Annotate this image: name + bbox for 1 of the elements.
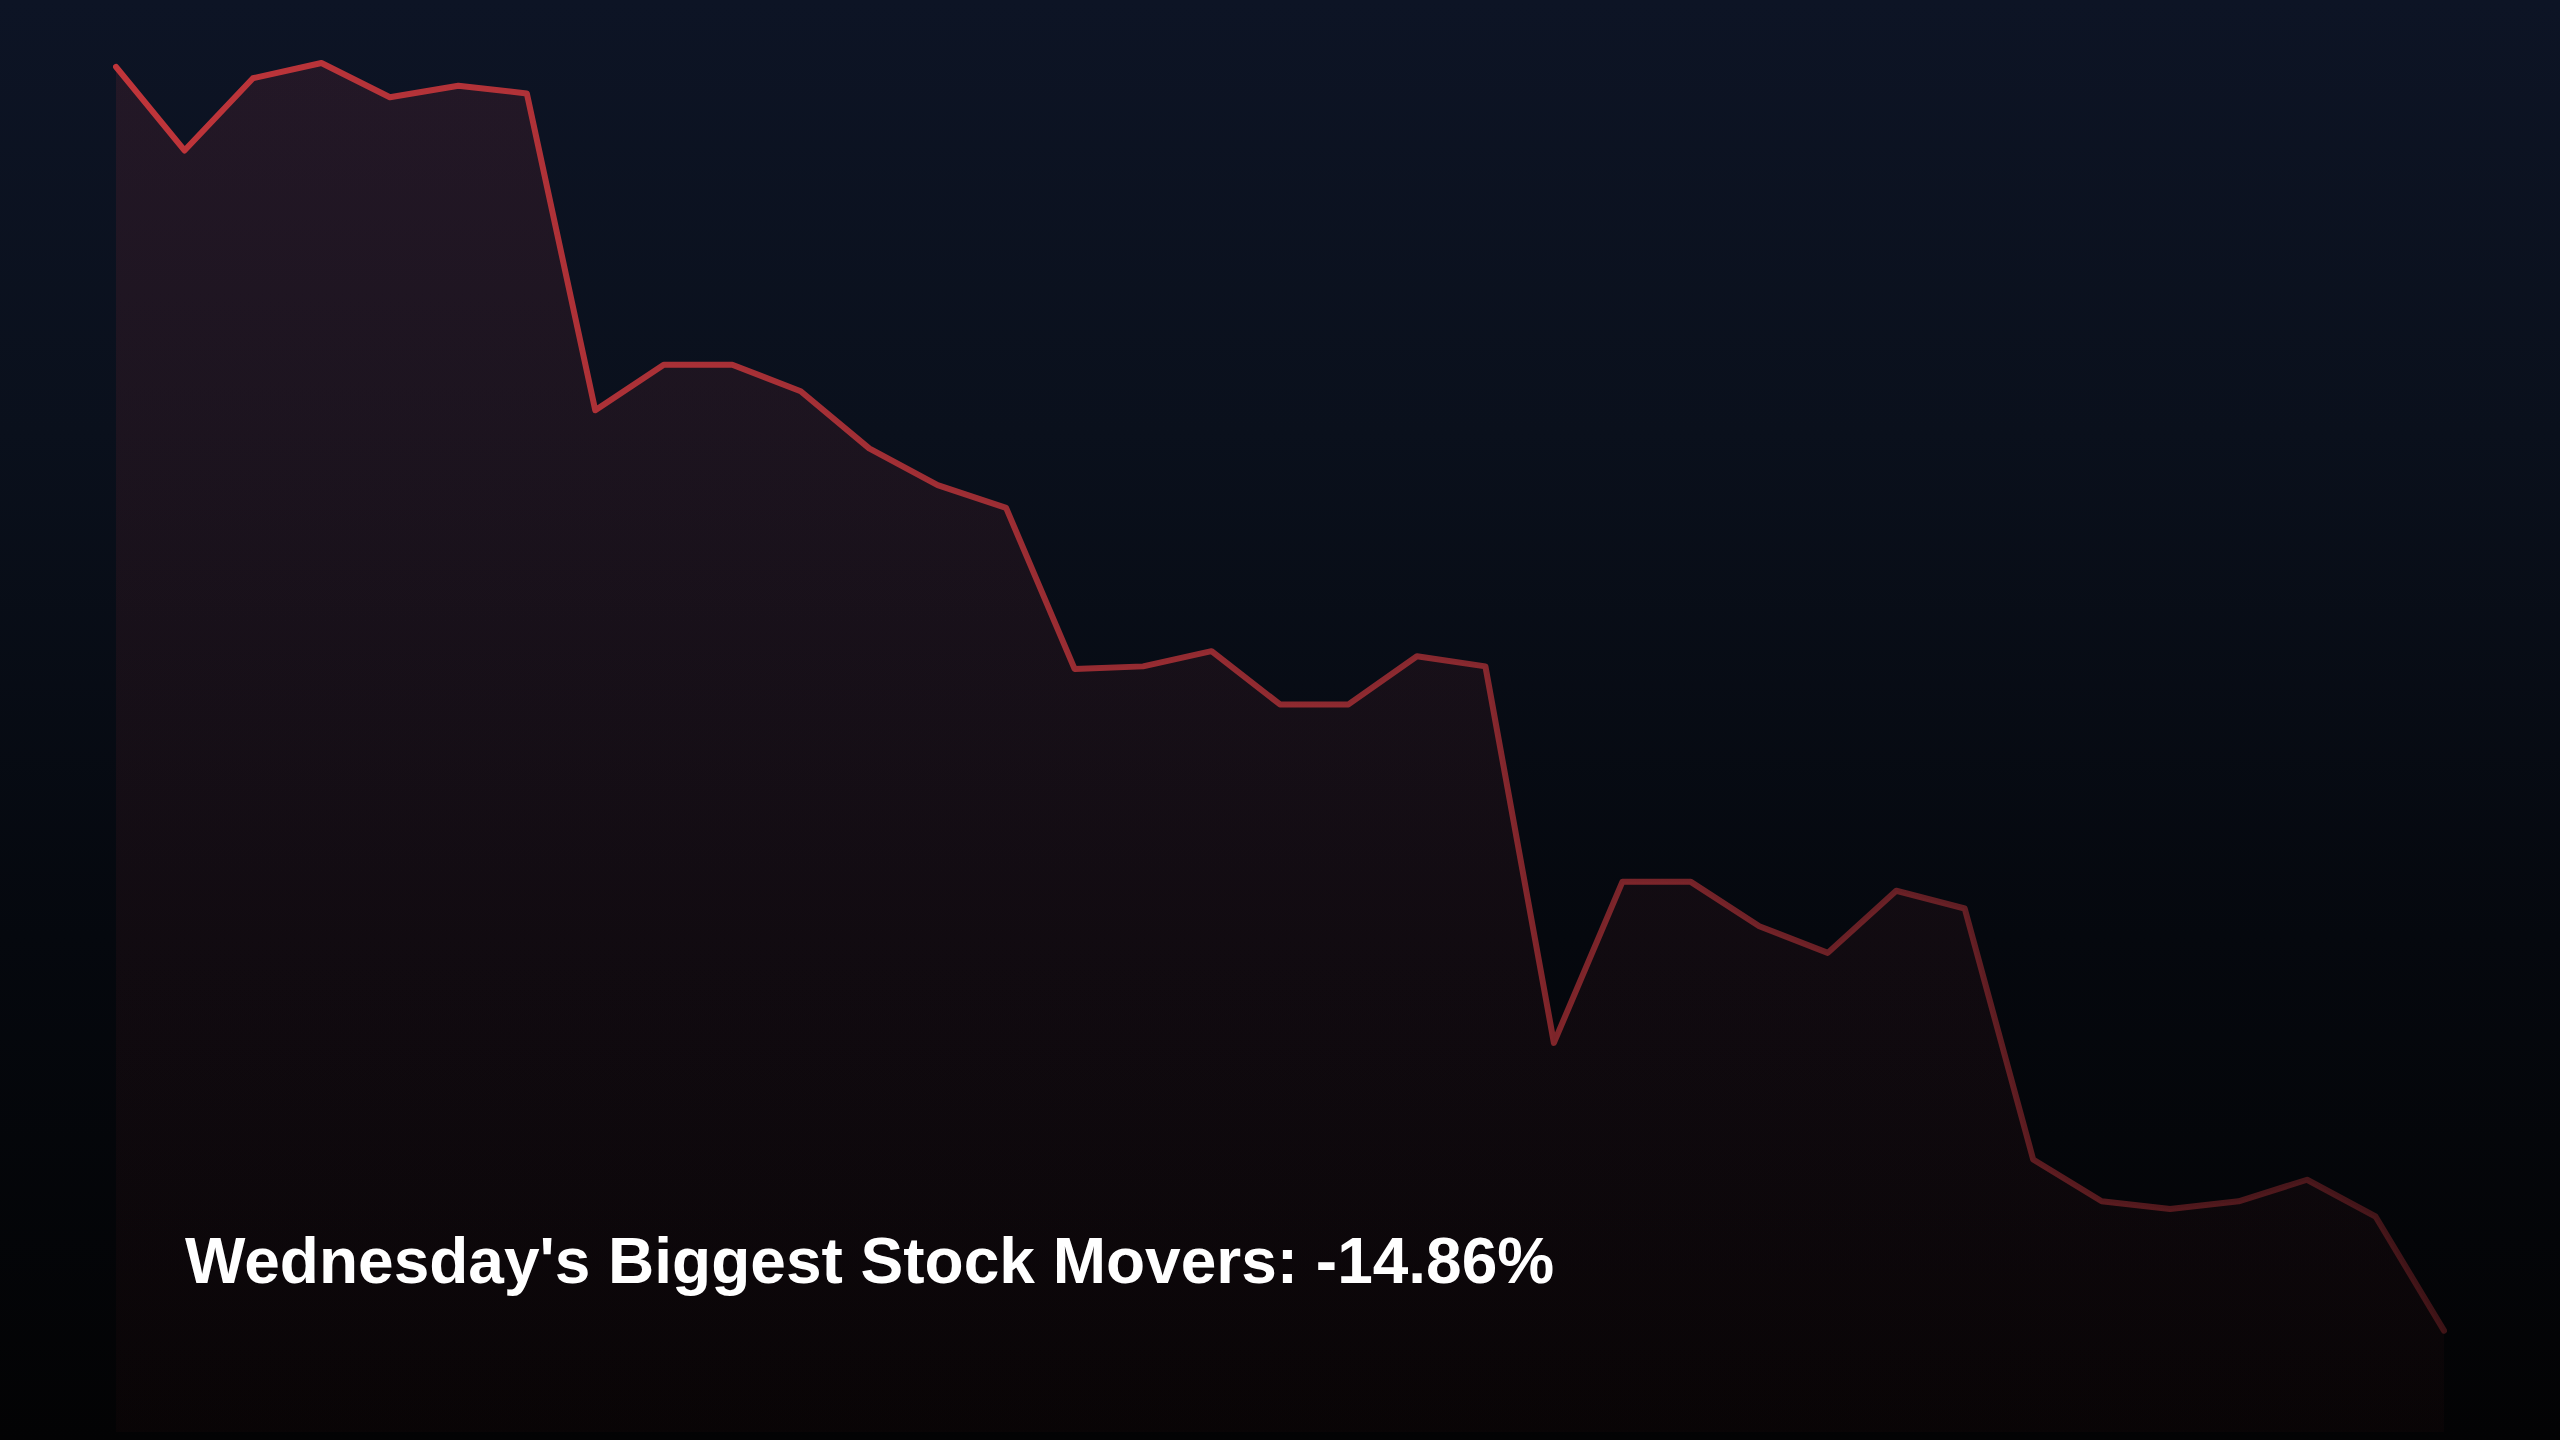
text: Wednesday's Biggest Stock Movers: -14.86%	[185, 1225, 1555, 1297]
